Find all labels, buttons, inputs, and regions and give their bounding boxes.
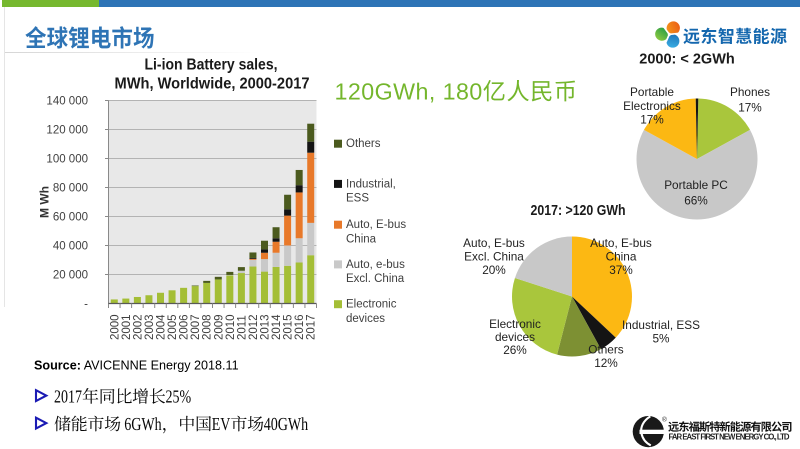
svg-text:devices: devices bbox=[495, 330, 535, 344]
svg-text:37%: 37% bbox=[609, 263, 633, 277]
svg-text:80 000: 80 000 bbox=[53, 183, 88, 195]
svg-text:devices: devices bbox=[346, 313, 385, 325]
svg-text:®: ® bbox=[662, 416, 667, 424]
svg-text:ESS: ESS bbox=[346, 193, 369, 205]
svg-text:2016: 2016 bbox=[294, 314, 306, 340]
svg-text:2006: 2006 bbox=[179, 314, 191, 340]
svg-text:Auto, e-bus: Auto, e-bus bbox=[346, 259, 405, 271]
svg-text:-: - bbox=[84, 299, 88, 311]
svg-text:Auto, E-bus: Auto, E-bus bbox=[590, 236, 652, 250]
svg-text:Phones: Phones bbox=[730, 85, 770, 99]
svg-text:60 000: 60 000 bbox=[53, 212, 88, 224]
svg-text:2010: 2010 bbox=[225, 314, 237, 340]
svg-text:2014: 2014 bbox=[271, 314, 283, 340]
svg-text:2017: >120 GWh: 2017: >120 GWh bbox=[531, 203, 626, 219]
svg-text:China: China bbox=[346, 234, 377, 246]
svg-text:Others: Others bbox=[346, 138, 381, 150]
svg-text:Excl. China: Excl. China bbox=[464, 250, 524, 264]
svg-text:12%: 12% bbox=[594, 356, 618, 370]
svg-text:20 000: 20 000 bbox=[53, 270, 88, 282]
svg-text:20%: 20% bbox=[482, 263, 506, 277]
svg-text:China: China bbox=[606, 250, 637, 264]
svg-text:2007: 2007 bbox=[190, 314, 202, 340]
svg-text:Industrial, ESS: Industrial, ESS bbox=[622, 318, 700, 332]
svg-text:2011: 2011 bbox=[236, 315, 248, 340]
svg-text:Electronics: Electronics bbox=[623, 99, 681, 113]
svg-text:FAR EAST FIRST NEW ENERGY CO.,: FAR EAST FIRST NEW ENERGY CO., LTD bbox=[669, 433, 790, 442]
svg-text:2004: 2004 bbox=[156, 314, 168, 340]
svg-text:M Wh: M Wh bbox=[38, 186, 52, 218]
svg-text:17%: 17% bbox=[640, 113, 664, 127]
svg-text:Electronic: Electronic bbox=[346, 299, 397, 311]
svg-text:MWh, Worldwide, 2000-2017: MWh, Worldwide, 2000-2017 bbox=[115, 76, 310, 93]
svg-text:Auto, E-bus: Auto, E-bus bbox=[463, 236, 525, 250]
svg-text:2015: 2015 bbox=[283, 314, 295, 340]
svg-text:2000: 2000 bbox=[109, 314, 121, 340]
svg-text:100 000: 100 000 bbox=[46, 154, 88, 166]
svg-text:Excl. China: Excl. China bbox=[346, 273, 405, 285]
svg-text:Portable PC: Portable PC bbox=[664, 178, 728, 192]
svg-text:140 000: 140 000 bbox=[46, 96, 88, 108]
svg-text:2003: 2003 bbox=[144, 314, 156, 340]
svg-text:2002: 2002 bbox=[132, 314, 144, 340]
svg-text:40 000: 40 000 bbox=[53, 241, 88, 253]
svg-text:Auto, E-bus: Auto, E-bus bbox=[346, 219, 406, 231]
svg-text:2012: 2012 bbox=[248, 314, 260, 340]
svg-text:2009: 2009 bbox=[213, 314, 225, 340]
svg-text:2013: 2013 bbox=[260, 314, 272, 340]
svg-text:5%: 5% bbox=[652, 332, 670, 346]
svg-text:66%: 66% bbox=[684, 194, 708, 208]
svg-text:Li-ion Battery sales,: Li-ion Battery sales, bbox=[145, 57, 278, 74]
svg-text:2017: 2017 bbox=[306, 314, 318, 340]
svg-text:2008: 2008 bbox=[202, 314, 214, 340]
svg-text:120 000: 120 000 bbox=[46, 125, 88, 137]
svg-text:Electronic: Electronic bbox=[489, 317, 541, 331]
svg-text:2001: 2001 bbox=[121, 314, 133, 340]
svg-text:Industrial,: Industrial, bbox=[346, 178, 396, 190]
svg-text:Source: AVICENNE Energy 2018.1: Source: AVICENNE Energy 2018.11 bbox=[34, 359, 239, 373]
svg-text:26%: 26% bbox=[503, 343, 527, 357]
svg-text:2005: 2005 bbox=[167, 314, 179, 340]
svg-text:17%: 17% bbox=[738, 101, 762, 115]
svg-text:Portable: Portable bbox=[630, 85, 674, 99]
svg-text:2000: < 2GWh: 2000: < 2GWh bbox=[639, 52, 735, 68]
svg-text:Others: Others bbox=[588, 343, 624, 357]
